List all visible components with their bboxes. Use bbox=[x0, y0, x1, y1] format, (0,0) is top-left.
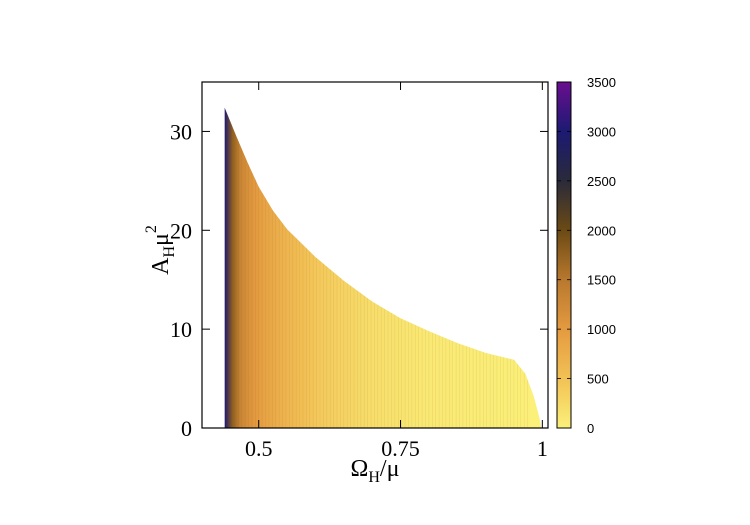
colorbar-tick-label: 2500 bbox=[587, 174, 616, 189]
x-tick-label: 1 bbox=[537, 436, 548, 461]
x-tick-label: 0.5 bbox=[245, 436, 273, 461]
x-axis: 0.5 0.75 1 bbox=[245, 82, 548, 461]
heatmap-region bbox=[224, 107, 542, 428]
colorbar: 0 500 1000 1500 2000 2500 3000 3500 bbox=[556, 75, 616, 436]
y-axis: 0 10 20 30 bbox=[170, 119, 548, 441]
heatmap-striations bbox=[224, 107, 528, 428]
colorbar-tick-label: 500 bbox=[587, 372, 609, 387]
colorbar-tick-label: 3500 bbox=[587, 75, 616, 90]
colorbar-gradient bbox=[556, 81, 572, 429]
colorbar-tick-label: 1000 bbox=[587, 322, 616, 337]
y-tick-label: 30 bbox=[170, 119, 192, 144]
x-axis-label: ΩH/μ bbox=[351, 456, 400, 486]
colorbar-tick-label: 0 bbox=[587, 421, 594, 436]
x-tick-label: 0.75 bbox=[381, 436, 420, 461]
plot-frame bbox=[201, 81, 549, 429]
y-tick-label: 20 bbox=[170, 218, 192, 243]
y-tick-label: 10 bbox=[170, 317, 192, 342]
y-tick-label: 0 bbox=[181, 416, 192, 441]
colorbar-tick-label: 2000 bbox=[587, 223, 616, 238]
heatmap-surface bbox=[224, 107, 542, 428]
colorbar-tick-label: 3000 bbox=[587, 124, 616, 139]
y-axis-label: AHμ2 bbox=[143, 225, 178, 275]
colorbar-tick-label: 1500 bbox=[587, 273, 616, 288]
